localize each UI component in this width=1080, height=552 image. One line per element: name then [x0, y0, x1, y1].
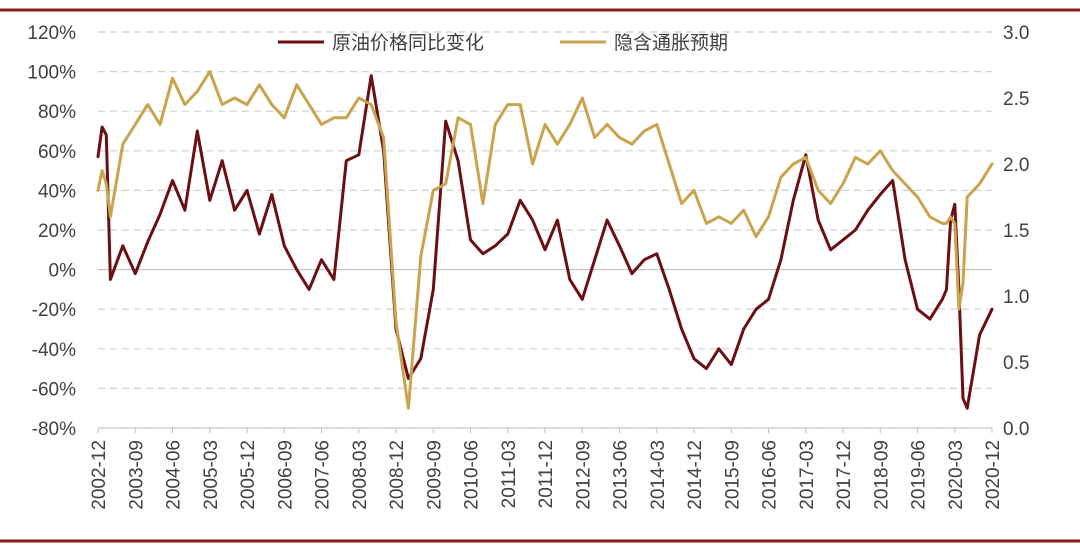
x-axis: 2002-12 2003-09 2004-06 2005-03 2005-12 2006-… [89, 269, 1004, 510]
y-left-tick-label: 80% [38, 102, 76, 123]
y-left-tick-label: -20% [32, 300, 76, 321]
series-line-crude-oil-yoy [96, 74, 994, 410]
x-tick-label: 2005-03 [201, 440, 222, 510]
y-left-tick-label: 60% [38, 142, 76, 163]
y-left-tick-label: -80% [32, 419, 76, 440]
y-axis-left: 120% 100% 80% 60% 40% 20% 0% -20% -40% -60% -80% [27, 23, 76, 440]
x-tick-label: 2017-12 [834, 440, 855, 510]
y-left-tick-label: 120% [27, 23, 76, 44]
x-tick-label: 2018-09 [871, 440, 892, 510]
x-tick-label: 2014-12 [685, 440, 706, 510]
legend: 原油价格同比变化 隐含通胀预期 [278, 32, 728, 54]
y-right-tick-label: 2.0 [1003, 155, 1029, 176]
x-tick-label: 2014-03 [648, 440, 669, 510]
x-tick-label: 2020-03 [946, 440, 967, 510]
x-tick-label: 2015-09 [722, 440, 743, 510]
y-left-tick-label: -40% [32, 340, 76, 361]
x-tick-label: 2004-06 [164, 440, 185, 510]
y-right-tick-label: 1.0 [1003, 287, 1029, 308]
series-lines [96, 70, 994, 410]
x-tick-label: 2019-06 [909, 440, 930, 510]
x-tick-label: 2007-06 [313, 440, 334, 510]
legend-label: 原油价格同比变化 [332, 32, 484, 54]
x-tick-label: 2008-12 [387, 440, 408, 510]
y-right-tick-label: 3.0 [1003, 23, 1029, 44]
x-tick-label: 2020-12 [983, 440, 1004, 510]
x-tick-label: 2011-03 [499, 440, 520, 508]
x-tick-label: 2016-06 [760, 440, 781, 510]
x-tick-label: 2017-03 [797, 440, 818, 510]
x-tick-label: 2010-06 [462, 440, 483, 510]
y-right-tick-label: 0.5 [1003, 353, 1029, 374]
y-left-tick-label: 20% [38, 221, 76, 242]
x-tick-label: 2012-09 [573, 440, 594, 510]
x-tick-label: 2003-09 [126, 440, 147, 510]
legend-label: 隐含通胀预期 [614, 32, 728, 54]
x-tick-label: 2011-12 [536, 440, 557, 508]
y-axis-right: 3.0 2.5 2.0 1.5 1.0 0.5 0.0 [1003, 23, 1029, 440]
x-tick-label: 2002-12 [89, 440, 110, 510]
y-right-tick-label: 2.5 [1003, 89, 1029, 110]
y-left-tick-label: 40% [38, 181, 76, 202]
y-left-tick-label: 100% [27, 63, 76, 84]
series-line-implied-inflation [96, 70, 994, 410]
y-right-tick-label: 0.0 [1003, 419, 1029, 440]
y-right-tick-label: 1.5 [1003, 221, 1029, 242]
y-left-tick-label: -60% [32, 379, 76, 400]
x-tick-label: 2013-06 [611, 440, 632, 510]
y-left-tick-label: 0% [49, 261, 77, 282]
x-tick-label: 2006-09 [275, 440, 296, 510]
x-tick-label: 2009-09 [424, 440, 445, 510]
x-tick-label: 2005-12 [238, 440, 259, 510]
x-tick-label: 2008-03 [350, 440, 371, 510]
